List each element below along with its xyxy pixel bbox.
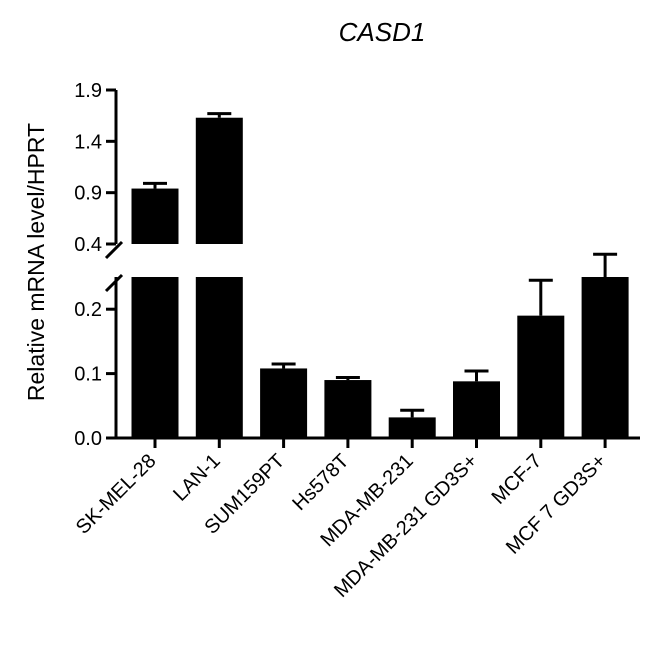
bar-0-upper: [131, 188, 179, 244]
bar-3: [324, 380, 372, 438]
bars-group: [131, 112, 629, 438]
y-axis-label: Relative mRNA level/HPRT: [23, 123, 49, 401]
x-tick-label-0: SK-MEL-28: [72, 450, 161, 539]
chart-title: CASD1: [339, 17, 426, 47]
ticks-group: 0.0 0.1 0.2 0.4 0.9 1.4 1.9: [74, 80, 607, 450]
bar-0-lower: [131, 277, 179, 438]
bar-1-lower: [195, 277, 243, 438]
bar-4: [388, 417, 436, 438]
bar-7: [581, 277, 629, 438]
bar-2: [260, 368, 308, 438]
y-upper-tick-label-1: 0.9: [74, 183, 102, 205]
y-upper-tick-label-0: 0.4: [74, 234, 102, 256]
y-upper-tick-label-3: 1.9: [74, 80, 102, 102]
bar-1-upper: [195, 117, 243, 244]
y-upper-tick-label-2: 1.4: [74, 131, 102, 153]
y-lower-tick-label-1: 0.1: [74, 364, 102, 386]
bar-6: [517, 315, 565, 438]
bar-5: [453, 381, 500, 438]
axes-group: [104, 90, 640, 440]
y-lower-tick-label-0: 0.0: [74, 428, 102, 450]
axis-break-mark-lower: [104, 273, 124, 293]
y-lower-tick-label-2: 0.2: [74, 299, 102, 321]
x-tick-label-3: Hs578T: [288, 450, 353, 515]
x-tick-label-1: LAN-1: [169, 450, 225, 506]
x-tick-label-6: MCF-7: [488, 450, 547, 509]
axis-break-mark-upper: [104, 240, 124, 260]
